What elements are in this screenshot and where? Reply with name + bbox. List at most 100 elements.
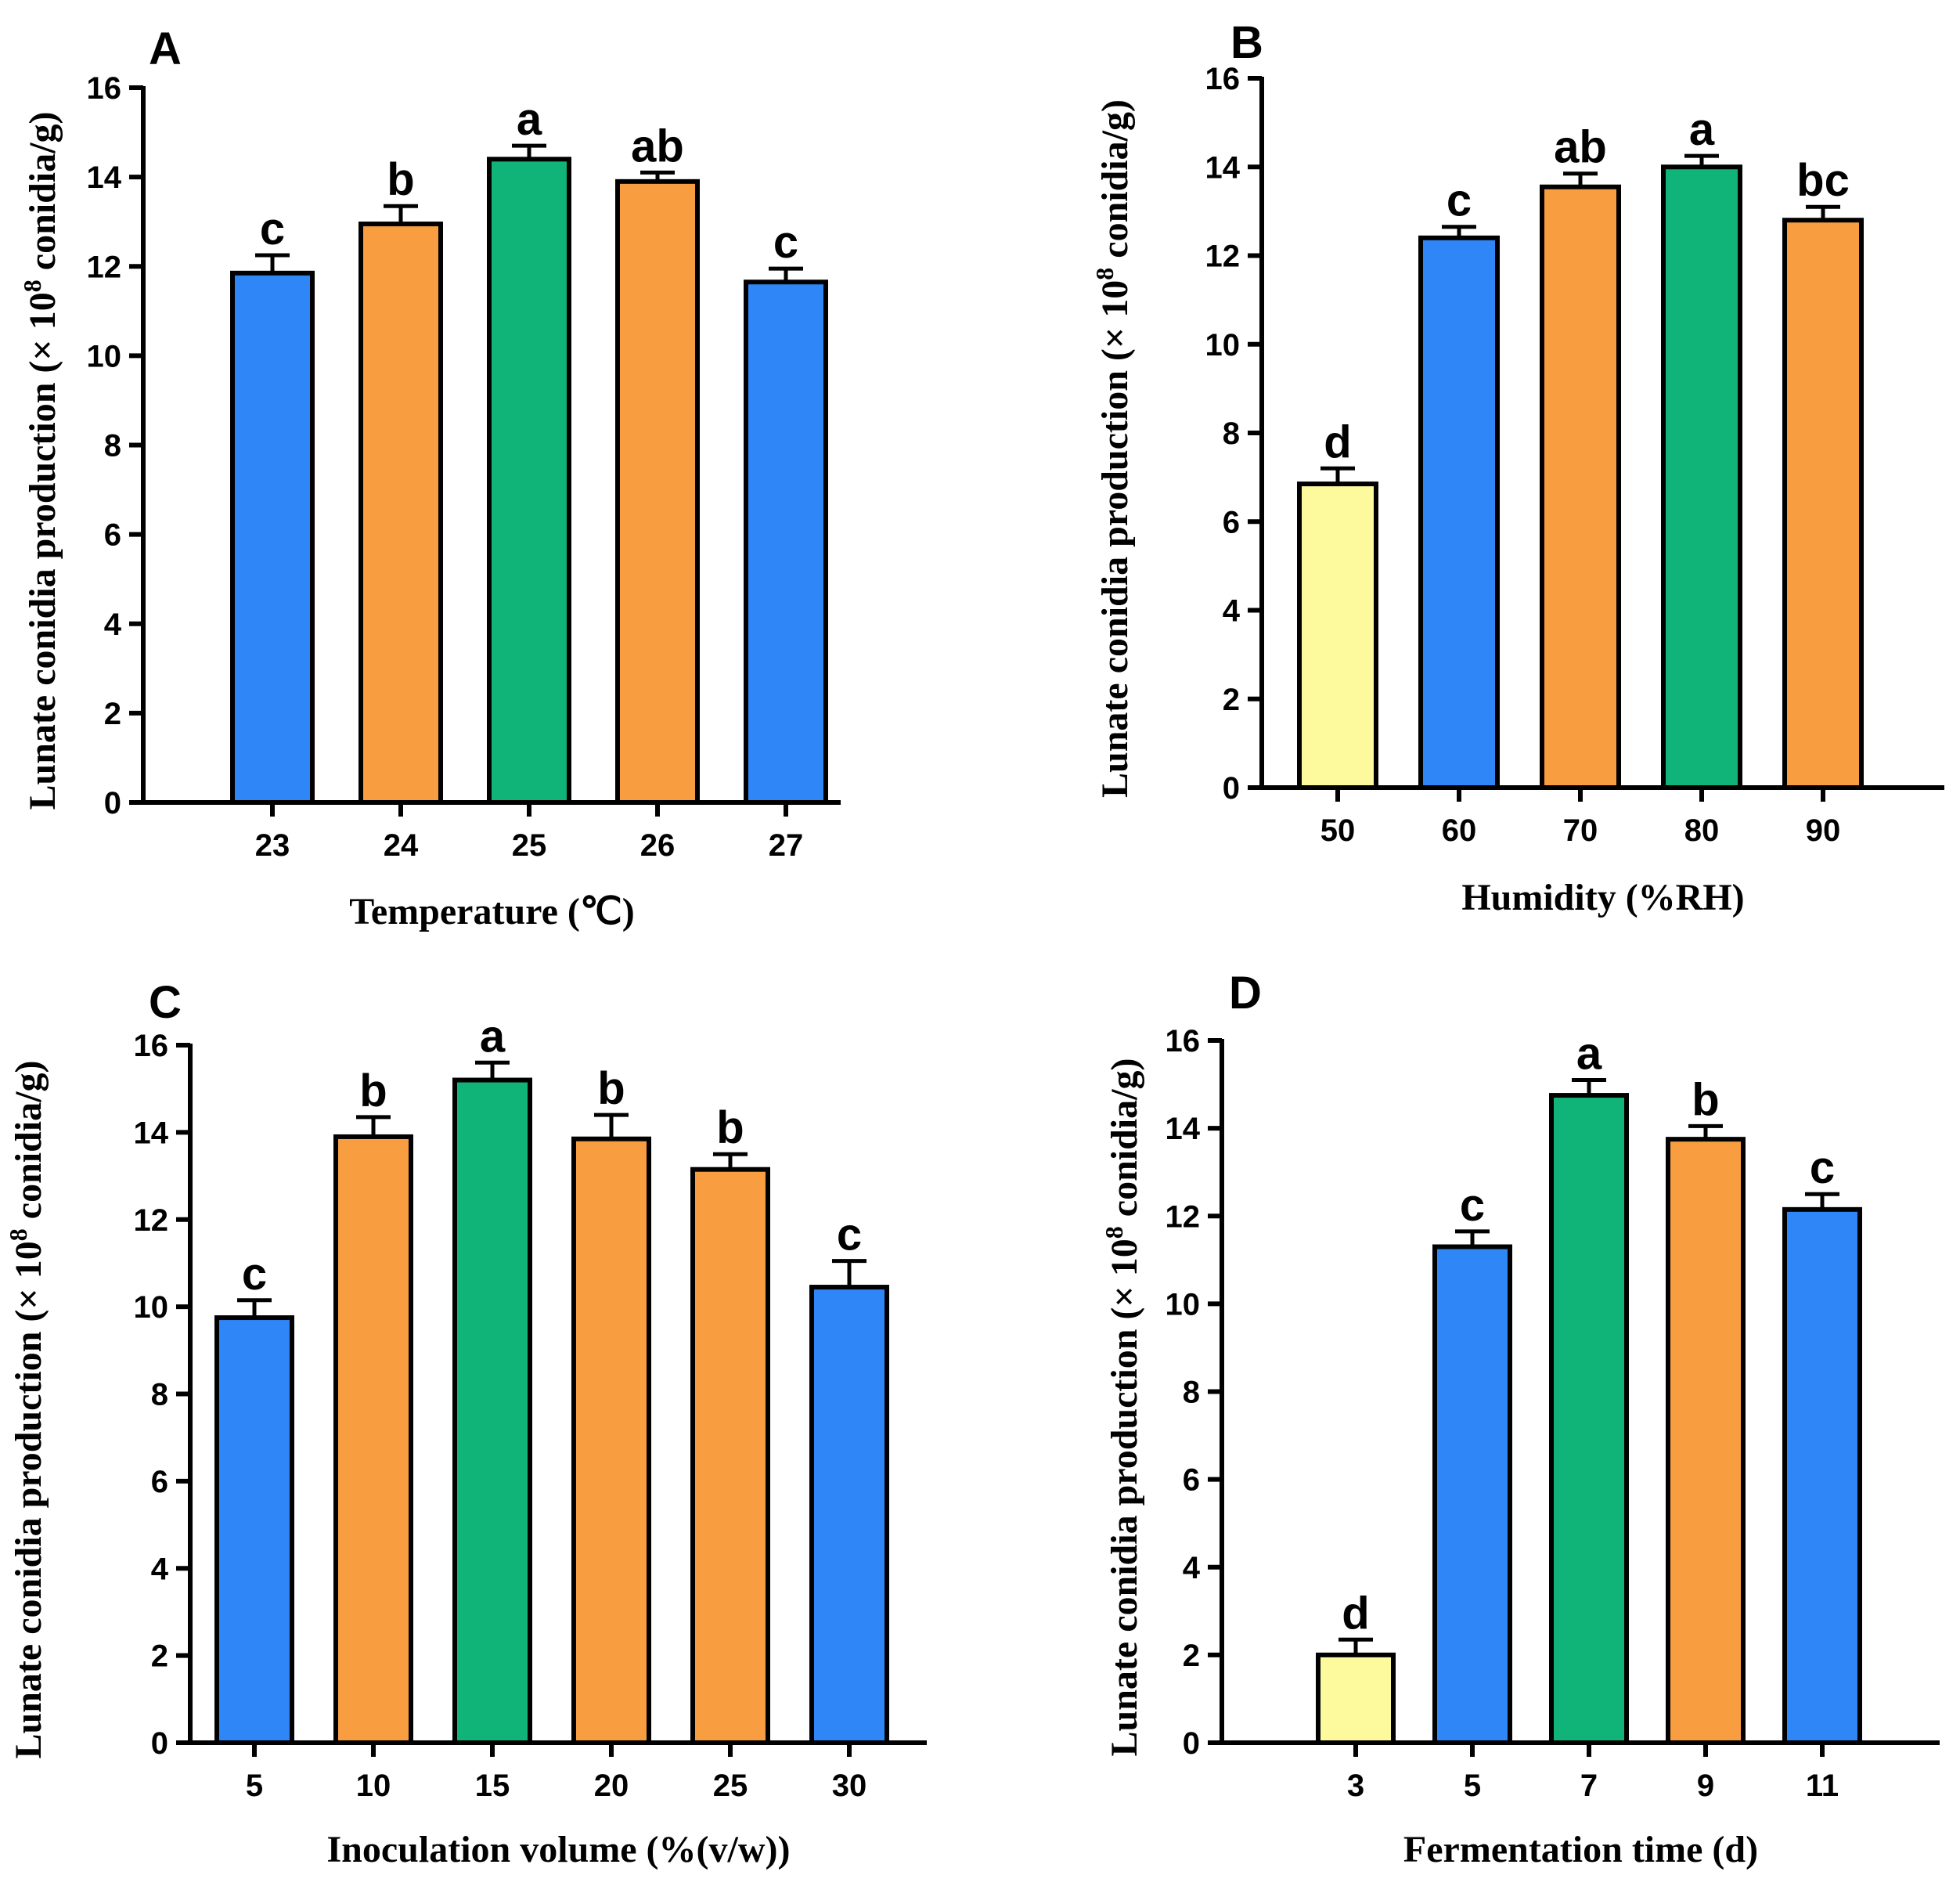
- y-tick-label: 12: [87, 250, 122, 284]
- bar: [1549, 1093, 1629, 1745]
- error-bar: [832, 1259, 867, 1288]
- y-tick-label: 8: [104, 429, 121, 463]
- significance-label: b: [1692, 1074, 1719, 1125]
- x-tick-label: 3: [1347, 1769, 1364, 1803]
- x-tick-label: 5: [246, 1769, 263, 1803]
- error-bar: [594, 1112, 629, 1139]
- x-tick-label: 26: [640, 828, 676, 863]
- bar: [358, 222, 443, 805]
- bar: [1661, 164, 1742, 790]
- error-bar: [1805, 1192, 1839, 1210]
- y-tick-label: 4: [151, 1552, 169, 1586]
- error-bar: [713, 1152, 748, 1170]
- significance-label: c: [260, 204, 285, 254]
- y-tick-label: 10: [1166, 1287, 1201, 1322]
- y-tick-label: 4: [1223, 594, 1241, 629]
- y-tick-label: 16: [87, 71, 122, 106]
- bar: [214, 1315, 294, 1745]
- y-axis-title: Lunate conidia production (× 108 conidia…: [1100, 1058, 1145, 1757]
- significance-label: b: [716, 1102, 744, 1153]
- significance-label: c: [242, 1249, 267, 1300]
- y-tick-label: 14: [1166, 1112, 1201, 1146]
- x-tick-label: 70: [1563, 813, 1598, 848]
- x-tick-label: 7: [1580, 1769, 1598, 1803]
- bar: [1782, 218, 1864, 790]
- error-bar: [255, 253, 290, 273]
- y-tick-label: 14: [1205, 150, 1241, 185]
- significance-label: c: [837, 1210, 862, 1260]
- y-axis-title-exponent: 8: [1090, 268, 1119, 280]
- x-tick-label: 50: [1320, 813, 1356, 848]
- y-tick-label: 6: [151, 1465, 168, 1499]
- y-axis-title: Lunate conidia production (× 108 conidia…: [18, 112, 63, 810]
- x-tick-label: 27: [769, 828, 804, 863]
- significance-label: a: [517, 94, 542, 145]
- error-bar: [237, 1298, 272, 1318]
- x-tick-label: 25: [713, 1769, 748, 1803]
- y-tick-label: 6: [1223, 505, 1240, 539]
- x-tick-label: 60: [1442, 813, 1477, 848]
- error-bar: [356, 1115, 391, 1137]
- y-tick-label: 14: [87, 160, 122, 195]
- panel-d: D 0 2 4 6 8 10 12 14 16 3 d 5 c 7 a 9 b 11 c Fermentation ti…: [1100, 968, 1940, 1870]
- bar: [571, 1136, 651, 1745]
- y-tick-label: 0: [1183, 1726, 1200, 1761]
- y-tick-label: 14: [134, 1116, 169, 1150]
- x-axis-title: Inoculation volume (%(v/w)): [327, 1829, 791, 1870]
- y-axis-title-prefix: Lunate conidia production (× 10: [1094, 280, 1136, 798]
- bar: [1418, 235, 1500, 791]
- y-tick-label: 12: [1166, 1199, 1201, 1234]
- y-tick-label: 16: [1166, 1024, 1201, 1058]
- y-tick-label: 6: [1183, 1463, 1200, 1498]
- x-tick-label: 90: [1806, 813, 1841, 848]
- x-tick-label: 80: [1684, 813, 1720, 848]
- significance-label: a: [1689, 104, 1715, 155]
- panel-letter: C: [149, 977, 182, 1028]
- bar: [1316, 1652, 1396, 1745]
- y-tick-label: 2: [151, 1639, 168, 1674]
- panel-c: C 0 2 4 6 8 10 12 14 16 5 c 10 b 15 a 20 b 25 b 30 c Inoculati…: [4, 977, 927, 1870]
- bar: [1540, 184, 1621, 790]
- y-tick-label: 12: [134, 1203, 169, 1238]
- y-tick-label: 6: [104, 518, 121, 553]
- x-axis-title: Fermentation time (d): [1403, 1829, 1758, 1870]
- error-bar: [1338, 1637, 1373, 1655]
- significance-label: c: [1447, 175, 1472, 226]
- significance-label: ab: [631, 121, 684, 171]
- x-tick-label: 30: [832, 1769, 867, 1803]
- y-tick-label: 8: [1183, 1376, 1200, 1410]
- bar: [1432, 1244, 1512, 1745]
- y-tick-label: 0: [104, 786, 121, 820]
- y-axis-title: Lunate conidia production (× 108 conidia…: [1090, 99, 1136, 798]
- significance-label: a: [1576, 1028, 1602, 1079]
- significance-label: b: [359, 1066, 387, 1116]
- error-bar: [1320, 466, 1355, 485]
- y-axis-title-prefix: Lunate conidia production (× 10: [22, 292, 63, 810]
- x-tick-label: 10: [356, 1769, 391, 1803]
- error-bar: [1455, 1229, 1490, 1247]
- significance-label: bc: [1796, 155, 1850, 206]
- y-tick-label: 16: [134, 1029, 169, 1063]
- significance-label: a: [480, 1011, 506, 1062]
- bar: [452, 1077, 532, 1746]
- y-tick-label: 8: [151, 1378, 168, 1412]
- y-tick-label: 4: [104, 608, 122, 642]
- panel-b: B 0 2 4 6 8 10 12 14 16 50 d 60 c 70 ab 80 a 90 bc Humidity …: [1090, 17, 1944, 918]
- y-axis-title-exponent: 8: [18, 279, 46, 292]
- y-tick-label: 10: [134, 1290, 169, 1325]
- y-tick-label: 8: [1223, 417, 1240, 451]
- x-tick-label: 5: [1464, 1769, 1481, 1803]
- y-axis-title-suffix: conidia/g): [22, 112, 63, 280]
- x-tick-label: 25: [512, 828, 547, 863]
- y-axis-title-suffix: conidia/g): [1104, 1058, 1145, 1227]
- bar: [230, 270, 315, 805]
- x-tick-label: 20: [594, 1769, 629, 1803]
- y-tick-label: 2: [1183, 1639, 1200, 1673]
- x-tick-label: 24: [384, 828, 419, 863]
- x-tick-label: 15: [475, 1769, 510, 1803]
- error-bar: [1572, 1077, 1606, 1096]
- bar: [1666, 1137, 1746, 1745]
- y-tick-label: 2: [104, 697, 121, 731]
- significance-label: ab: [1554, 122, 1607, 173]
- y-tick-label: 4: [1183, 1551, 1201, 1585]
